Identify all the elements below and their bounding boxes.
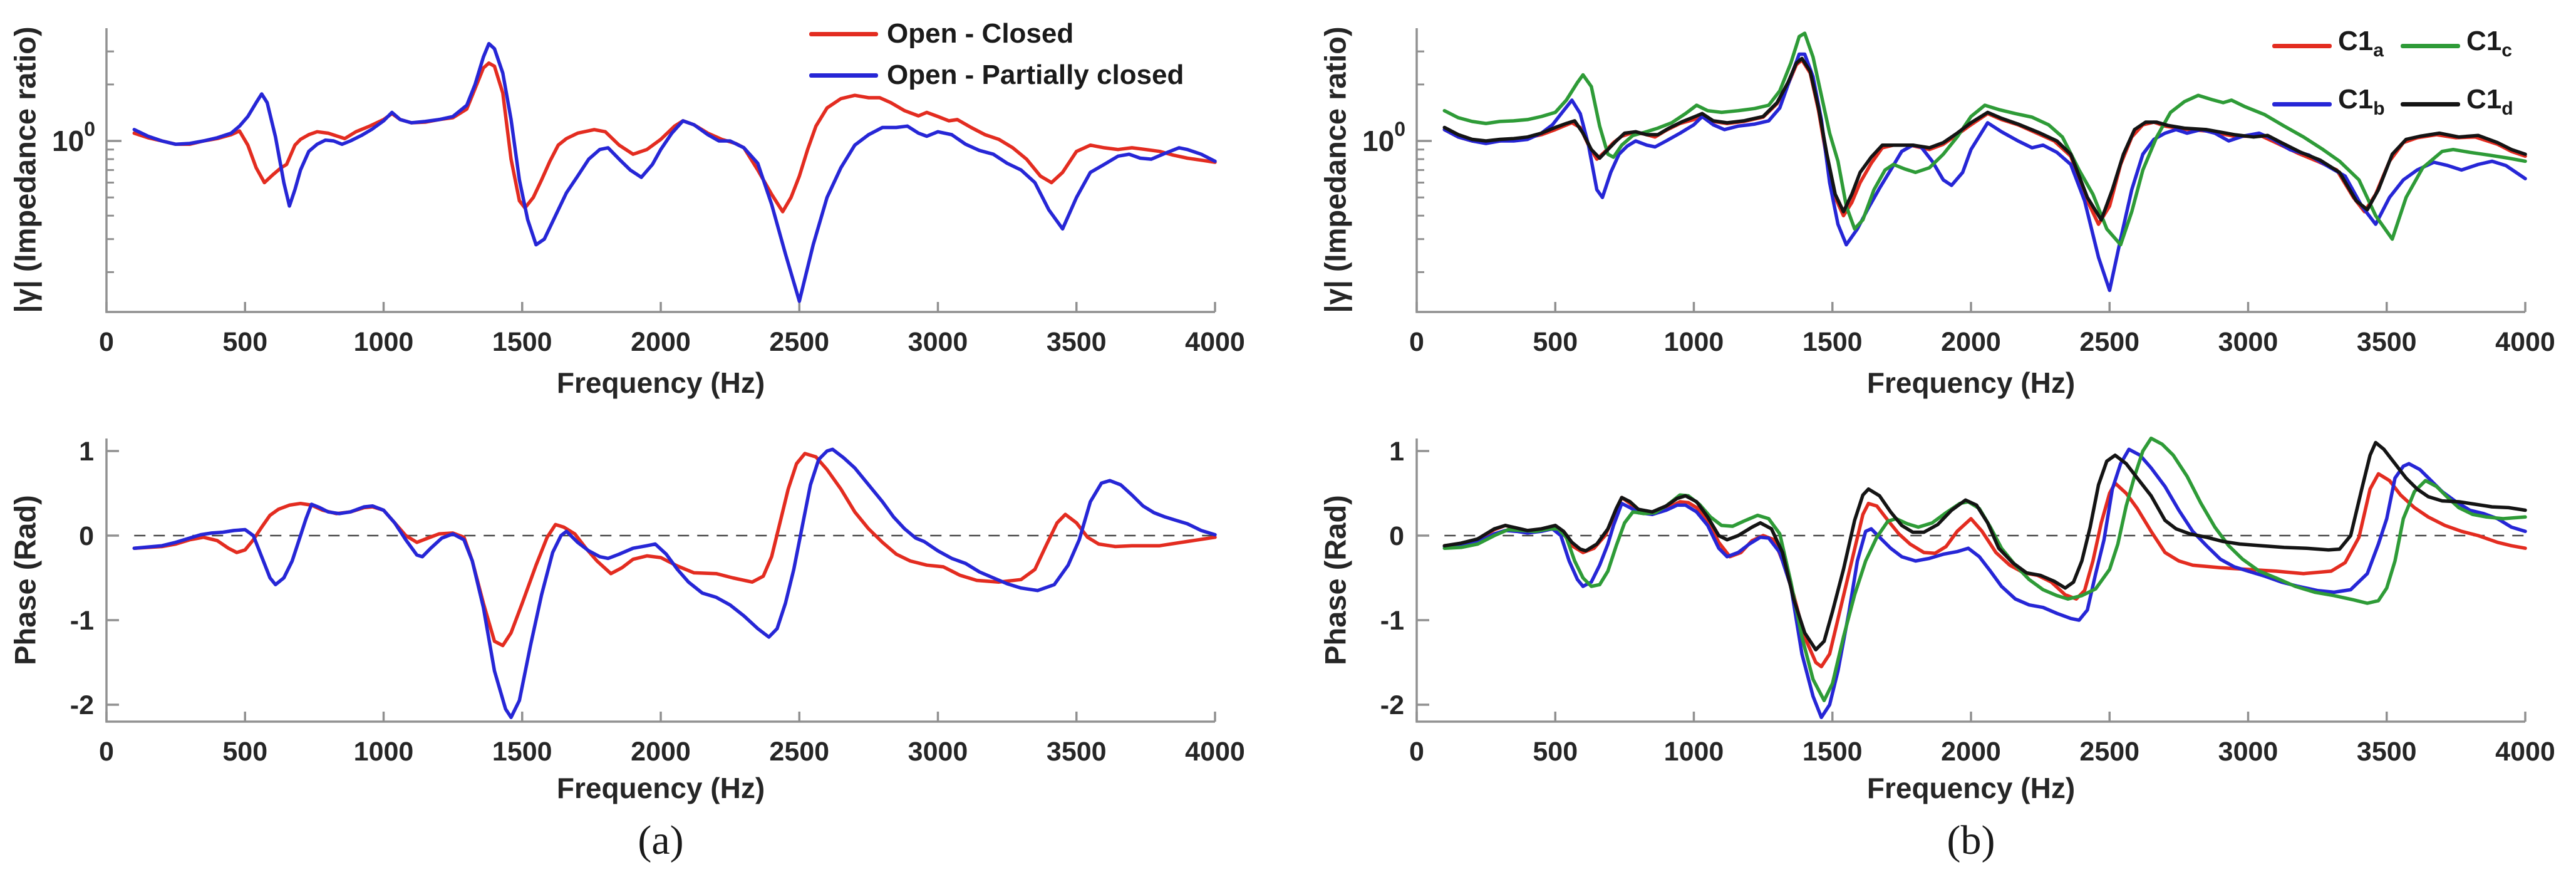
a_phase-x-tick-label: 1500	[492, 737, 552, 767]
a_phase-curve-open---closed	[132, 452, 1217, 648]
xlabel-b-magnitude: Frequency (Hz)	[1866, 366, 2076, 399]
a_phase-x-tick-label: 2000	[631, 737, 691, 767]
ylabel-b-magnitude: |γ| (Impedance ratio)	[1318, 26, 1352, 313]
a_magnitude-curve-open---partially-closed	[132, 41, 1217, 303]
legend-panel-a: Open - Closed Open - Partially closed	[809, 18, 1184, 91]
a_magnitude-x-tick-label: 0	[99, 327, 114, 357]
b_phase-y-tick-label: 0	[1389, 521, 1404, 551]
caption-a: (a)	[638, 817, 684, 863]
a_magnitude-curve-open---closed	[132, 61, 1217, 214]
red-line-swatch	[2272, 43, 2332, 48]
a_phase-y-tick-label: -1	[70, 606, 94, 636]
a_magnitude-x-tick-label: 2500	[769, 327, 829, 357]
a_magnitude-y-major-tick-label: 100	[52, 118, 95, 157]
legend-item-c1d: C1d	[2401, 83, 2529, 125]
legend-item-c1c: C1c	[2401, 25, 2529, 67]
b_magnitude-x-tick-label: 2000	[1941, 327, 2001, 357]
a_phase-y-tick-label: 0	[79, 521, 94, 551]
a_phase-y-tick-label: 1	[79, 437, 94, 467]
legend-label: Open - Closed	[887, 18, 1074, 49]
legend-label: C1c	[2466, 26, 2512, 61]
legend-label: C1b	[2338, 83, 2385, 119]
a_phase-x-tick-label: 2500	[769, 737, 829, 767]
b_phase-x-tick-label: 2000	[1941, 737, 2001, 767]
blue-line-swatch	[809, 73, 878, 78]
green-line-swatch	[2401, 43, 2460, 48]
black-line-swatch	[2401, 101, 2460, 106]
b_phase-curve-c1b	[1442, 447, 2527, 719]
legend-label: Open - Partially closed	[887, 60, 1184, 90]
b_phase-curve-c1c	[1442, 436, 2527, 702]
b_phase-y-tick-label: -2	[1380, 690, 1404, 720]
legend-item-open-closed: Open - Closed	[809, 18, 1184, 50]
b_magnitude-x-tick-label: 1500	[1803, 327, 1863, 357]
b_phase-y-tick-label: -1	[1380, 606, 1404, 636]
a_phase-x-tick-label: 4000	[1185, 737, 1245, 767]
b_magnitude-x-tick-label: 3000	[2218, 327, 2279, 357]
a_phase-x-tick-label: 500	[222, 737, 267, 767]
b_phase-curve-c1d	[1442, 440, 2527, 651]
b_phase-x-tick-label: 4000	[2495, 737, 2555, 767]
ylabel-a-phase: Phase (Rad)	[8, 495, 42, 665]
blue-line-swatch	[2272, 101, 2332, 106]
a_magnitude-x-tick-label: 1000	[354, 327, 414, 357]
b_phase-x-tick-label: 2500	[2079, 737, 2139, 767]
legend-label: C1a	[2338, 26, 2384, 61]
b_phase-x-tick-label: 0	[1409, 737, 1424, 767]
b_magnitude-x-tick-label: 3500	[2357, 327, 2417, 357]
legend-label: C1d	[2466, 83, 2513, 119]
b_phase-x-tick-label: 1500	[1803, 737, 1863, 767]
a_magnitude-x-tick-label: 2000	[631, 327, 691, 357]
b_phase-y-tick-label: 1	[1389, 437, 1404, 467]
xlabel-a-phase: Frequency (Hz)	[556, 772, 765, 804]
ylabel-b-phase: Phase (Rad)	[1318, 495, 1352, 665]
a_magnitude-x-tick-label: 1500	[492, 327, 552, 357]
xlabel-b-phase: Frequency (Hz)	[1866, 772, 2076, 804]
b_magnitude-x-tick-label: 4000	[2495, 327, 2555, 357]
a_phase-curve-open---partially-closed	[132, 447, 1217, 719]
red-line-swatch	[809, 31, 878, 36]
b_magnitude-x-tick-label: 500	[1533, 327, 1578, 357]
b_magnitude-x-tick-label: 2500	[2079, 327, 2139, 357]
a_phase-x-tick-label: 3500	[1047, 737, 1107, 767]
b_magnitude-curve-c1d	[1442, 56, 2527, 222]
ylabel-a-magnitude: |γ| (Impedance ratio)	[8, 26, 42, 313]
a_magnitude-x-tick-label: 500	[222, 327, 267, 357]
a_magnitude-x-tick-label: 3500	[1047, 327, 1107, 357]
b_phase-x-tick-label: 1000	[1664, 737, 1724, 767]
a_magnitude-x-tick-label: 4000	[1185, 327, 1245, 357]
a_phase-x-tick-label: 1000	[354, 737, 414, 767]
a_phase-x-tick-label: 3000	[908, 737, 968, 767]
b_magnitude-x-tick-label: 1000	[1664, 327, 1724, 357]
caption-b: (b)	[1947, 817, 1995, 863]
b_phase-x-tick-label: 3500	[2357, 737, 2417, 767]
b_magnitude-y-major-tick-label: 100	[1362, 118, 1405, 157]
a_phase-x-tick-label: 0	[99, 737, 114, 767]
legend-item-c1a: C1a	[2272, 25, 2401, 67]
legend-panel-b: C1a C1c C1b C1d	[2272, 25, 2529, 125]
b_magnitude-x-tick-label: 0	[1409, 327, 1424, 357]
xlabel-a-magnitude: Frequency (Hz)	[556, 366, 765, 399]
b_phase-x-tick-label: 3000	[2218, 737, 2279, 767]
legend-item-c1b: C1b	[2272, 83, 2401, 125]
legend-item-open-partially-closed: Open - Partially closed	[809, 59, 1184, 91]
a_phase-y-tick-label: -2	[70, 690, 94, 720]
a_magnitude-x-tick-label: 3000	[908, 327, 968, 357]
b_phase-x-tick-label: 500	[1533, 737, 1578, 767]
